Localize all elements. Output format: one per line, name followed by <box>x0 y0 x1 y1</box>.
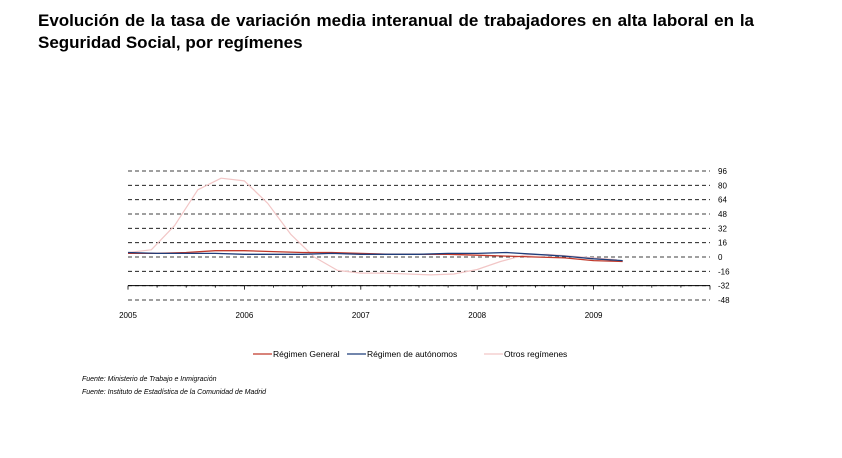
y-tick-label: 32 <box>718 224 727 233</box>
series-line-2 <box>127 251 623 262</box>
chart-legend: Régimen General Régimen de autónomos Otros… <box>253 349 567 359</box>
source-note: Fuente: Ministerio de Trabajo e Inmigrac… <box>82 376 217 383</box>
y-tick-label: 80 <box>718 181 727 190</box>
page-title: Evolución de la tasa de variación media … <box>38 11 754 52</box>
y-tick-label: -16 <box>718 267 730 276</box>
y-tick-label: -32 <box>718 282 730 291</box>
x-tick-label: 2007 <box>352 311 370 320</box>
y-tick-label: 48 <box>718 210 727 219</box>
x-axis <box>127 285 711 290</box>
series-line-3 <box>127 177 617 276</box>
x-tick-label: 2009 <box>585 311 603 320</box>
legend-label: Régimen de autónomos <box>367 349 457 359</box>
legend-label: Régimen General <box>273 349 340 359</box>
source-note: Fuente: Instituto de Estadística de la C… <box>82 389 267 396</box>
y-tick-label: 64 <box>718 196 727 205</box>
y-tick-label: 16 <box>718 239 727 248</box>
chart-series <box>127 177 623 276</box>
y-tick-label: -48 <box>718 296 730 305</box>
x-tick-label: 2006 <box>236 311 254 320</box>
legend-label: Otros regímenes <box>504 349 567 359</box>
x-tick-label: 2008 <box>468 311 486 320</box>
x-axis-tick-labels: 2005 2006 2007 2008 2009 <box>119 311 603 320</box>
chart-gridlines <box>128 170 710 301</box>
y-axis-tick-labels: 96 80 64 48 32 16 0 -16 -32 -48 <box>718 167 730 305</box>
y-tick-label: 96 <box>718 167 727 176</box>
series-line-1 <box>128 250 623 263</box>
y-tick-label: 0 <box>718 253 723 262</box>
x-tick-label: 2005 <box>119 311 137 320</box>
